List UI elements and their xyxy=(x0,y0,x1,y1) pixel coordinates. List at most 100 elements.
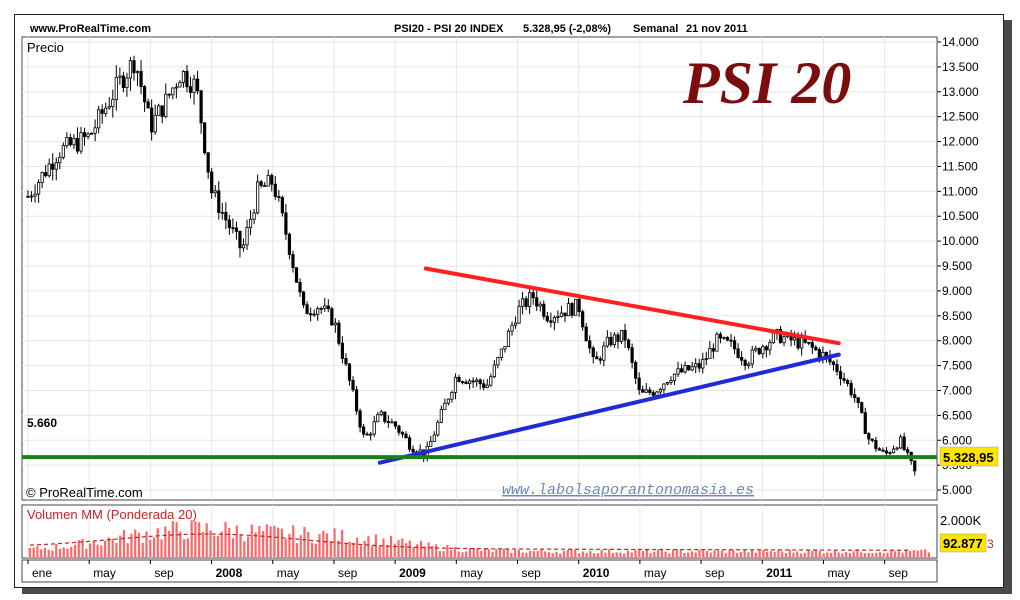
volume-bar xyxy=(660,549,663,557)
candle-body xyxy=(26,195,30,198)
volume-bar xyxy=(325,533,329,557)
candle-body xyxy=(655,391,659,396)
candle-body xyxy=(79,132,83,152)
volume-bar xyxy=(784,553,788,557)
volume-bar xyxy=(179,531,182,557)
volume-bar xyxy=(656,549,660,557)
volume-bar xyxy=(401,538,404,557)
candle-body xyxy=(47,163,51,177)
volume-bar xyxy=(769,551,773,557)
candle-body xyxy=(114,76,118,100)
volume-bar xyxy=(830,552,833,557)
volume-bar xyxy=(687,552,690,557)
volume-bar xyxy=(529,550,532,557)
watermark-url[interactable]: www.labolsaporantonomasia.es xyxy=(502,482,754,499)
volume-bar xyxy=(626,550,630,557)
volume-bar xyxy=(280,528,284,557)
candle-body xyxy=(729,339,733,342)
candle-body xyxy=(185,70,189,88)
candle-body xyxy=(471,380,475,383)
volume-bar xyxy=(525,552,528,557)
candle-body xyxy=(616,334,620,342)
instrument-name: PSI20 - PSI 20 INDEX xyxy=(394,23,504,35)
candle-body xyxy=(782,336,786,344)
volume-bar xyxy=(920,549,923,557)
candle-body xyxy=(263,185,267,187)
candle-body xyxy=(778,329,783,344)
volume-bar xyxy=(762,550,765,557)
candle-body xyxy=(305,304,309,315)
candle-body xyxy=(520,298,525,307)
y-tick-label: 8.000 xyxy=(942,334,972,348)
candle-body xyxy=(44,172,48,177)
candle-body xyxy=(107,106,111,109)
candle-body xyxy=(411,448,415,453)
candle-body xyxy=(697,363,701,369)
candle-body xyxy=(884,450,889,454)
volume-bar xyxy=(235,525,238,557)
volume-bar xyxy=(630,552,633,557)
candle-body xyxy=(354,389,359,412)
candle-body xyxy=(139,71,143,88)
volume-bar xyxy=(593,553,596,557)
volume-bar xyxy=(423,546,426,557)
volume-bar xyxy=(277,527,280,557)
candle-body xyxy=(754,348,758,351)
volume-bar xyxy=(517,549,520,557)
candle-body xyxy=(400,431,405,435)
volume-bar xyxy=(788,549,791,557)
x-tick-label: may xyxy=(93,566,116,580)
candle-body xyxy=(432,434,436,442)
volume-bar xyxy=(70,546,73,557)
price-panel xyxy=(21,36,938,501)
volume-bar xyxy=(213,535,216,557)
candle-body xyxy=(164,93,168,117)
volume-bar xyxy=(51,550,54,557)
y-tick-label: 9.500 xyxy=(942,259,972,273)
volume-bar xyxy=(739,551,742,557)
volume-bar xyxy=(363,540,366,557)
candle-body xyxy=(65,137,69,147)
x-axis-panel xyxy=(21,559,938,583)
volume-bar xyxy=(713,550,716,557)
candle-body xyxy=(460,381,465,384)
volume-bar xyxy=(551,553,554,557)
volume-bar xyxy=(811,550,814,557)
candle-body xyxy=(188,86,193,93)
candle-body xyxy=(167,93,171,96)
volume-bar xyxy=(126,543,129,557)
candle-body xyxy=(513,322,518,326)
volume-bar xyxy=(927,552,930,557)
candle-body xyxy=(358,410,362,428)
volume-bar xyxy=(269,526,272,557)
volume-bar xyxy=(246,536,250,557)
volume-bar xyxy=(758,549,761,557)
volume-bar xyxy=(814,550,818,557)
candle-body xyxy=(468,380,472,384)
resistance-trendline xyxy=(423,266,841,346)
candle-body xyxy=(718,333,723,339)
volume-bar xyxy=(416,544,419,557)
volume-bar xyxy=(705,550,709,557)
candle-body xyxy=(651,392,655,396)
candle-body xyxy=(835,364,839,372)
volume-bar xyxy=(457,551,460,557)
candle-body xyxy=(93,127,97,134)
y-tick-label: 5.000 xyxy=(942,483,972,497)
volume-bar xyxy=(66,548,69,557)
volume-bar xyxy=(36,545,39,557)
y-axis-ticks: 14.000 13.500 13.000 12.500 12.000 11.500 11.0… xyxy=(937,35,979,497)
volume-bar xyxy=(322,530,325,557)
candle-body xyxy=(492,364,496,378)
candle-body xyxy=(881,449,885,452)
volume-bar xyxy=(672,549,675,557)
volume-bar xyxy=(386,544,389,557)
volume-bar xyxy=(845,552,848,557)
candle-body xyxy=(771,332,776,344)
x-tick-label: sep xyxy=(338,566,358,580)
volume-bar xyxy=(393,543,396,557)
candle-body xyxy=(683,365,687,373)
volume-bar xyxy=(623,553,626,557)
candle-body xyxy=(732,340,737,350)
volume-bar xyxy=(506,548,509,557)
